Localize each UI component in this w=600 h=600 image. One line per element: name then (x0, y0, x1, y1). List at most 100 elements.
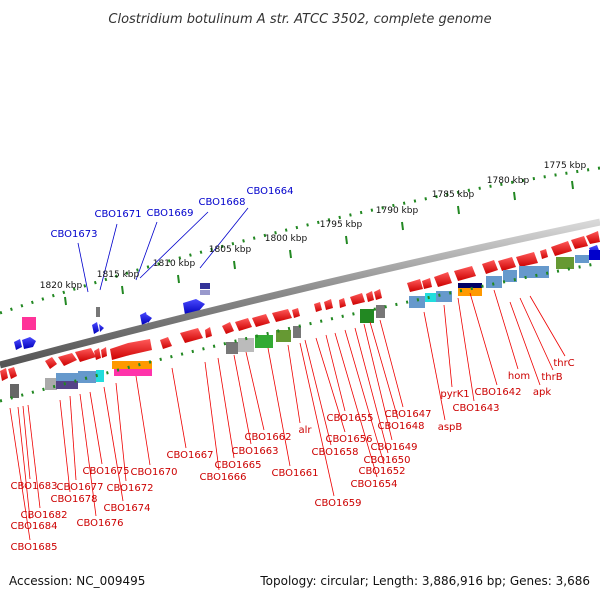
scale-ring (0, 166, 600, 315)
leader-line (334, 332, 378, 478)
scale-tick (457, 205, 460, 215)
gene-label[interactable]: CBO1669 (147, 208, 194, 219)
gene-label[interactable]: apk (533, 387, 551, 398)
gene-feature (551, 241, 572, 256)
gene-feature (22, 337, 36, 349)
gene-label[interactable]: CBO1668 (199, 197, 246, 208)
gene-label[interactable]: CBO1685 (11, 542, 58, 553)
gene-feature (454, 266, 476, 281)
leader-line (509, 301, 541, 386)
domain-box (276, 330, 291, 342)
leader-line (315, 337, 346, 433)
leader-line (344, 329, 385, 465)
gene-label[interactable]: CBO1672 (107, 483, 154, 494)
gene-feature (366, 291, 374, 302)
gene-label[interactable]: CBO1683 (11, 481, 58, 492)
gene-label[interactable]: CBO1664 (247, 186, 294, 197)
gene-feature (339, 298, 346, 308)
gene-label[interactable]: thrC (553, 358, 574, 369)
leader-line (287, 344, 301, 424)
gene-label[interactable]: CBO1643 (453, 403, 500, 414)
domain-box (255, 335, 273, 348)
gene-label[interactable]: CBO1678 (51, 494, 98, 505)
gene-feature (350, 293, 365, 305)
gene-label[interactable]: CBO1655 (327, 413, 374, 424)
gene-feature (324, 299, 333, 310)
gene-label[interactable]: CBO1677 (57, 482, 104, 493)
gene-feature (0, 368, 8, 381)
leader-line (135, 375, 151, 466)
gene-label[interactable]: CBO1661 (272, 468, 319, 479)
leader-line (379, 319, 404, 408)
scale-tick (345, 235, 348, 245)
gene-feature (183, 299, 205, 315)
gene-label[interactable]: CBO1647 (385, 409, 432, 420)
domain-box (293, 326, 301, 338)
gene-feature (571, 236, 588, 249)
gene-feature (96, 307, 100, 317)
gene-feature (180, 328, 203, 343)
scale-tick (64, 296, 67, 306)
domain-box (360, 309, 374, 323)
domain-box (556, 257, 574, 269)
gene-label[interactable]: CBO1658 (312, 447, 359, 458)
gene-label[interactable]: CBO1667 (167, 450, 214, 461)
gene-feature (222, 322, 234, 334)
leader-line (299, 342, 335, 497)
gene-label[interactable]: pyrK1 (440, 389, 469, 400)
gene-label[interactable]: CBO1652 (359, 466, 406, 477)
scale-tick-label: 1795 kbp (320, 220, 363, 230)
domain-box (575, 255, 589, 263)
gene-label[interactable]: hom (508, 371, 530, 382)
leader-line (135, 221, 158, 281)
gene-label[interactable]: CBO1682 (21, 510, 68, 521)
scale-tick (177, 274, 180, 284)
gene-label[interactable]: CBO1673 (51, 229, 98, 240)
gene-label[interactable]: thrB (541, 372, 562, 383)
domain-box (56, 373, 80, 381)
scale-tick-label: 1780 kbp (487, 176, 530, 186)
domain-box (114, 369, 152, 376)
gene-feature (92, 322, 99, 334)
leader-line (99, 223, 118, 291)
gene-label[interactable]: CBO1675 (83, 466, 130, 477)
gene-label[interactable]: CBO1666 (200, 472, 247, 483)
leader-line (267, 347, 291, 467)
gene-feature (292, 308, 300, 318)
gene-label[interactable]: CBO1649 (371, 442, 418, 453)
gene-label[interactable]: CBO1684 (11, 521, 58, 532)
gene-label[interactable]: CBO1663 (232, 446, 279, 457)
scale-tick (233, 260, 236, 270)
gene-label[interactable]: CBO1676 (77, 518, 124, 529)
leader-line (519, 297, 554, 371)
gene-label[interactable]: CBO1656 (326, 434, 373, 445)
gene-label[interactable]: CBO1642 (475, 387, 522, 398)
domain-box (486, 276, 502, 288)
gene-label[interactable]: CBO1674 (104, 503, 151, 514)
leader-line (59, 399, 71, 493)
domain-box (458, 283, 482, 288)
leader-line (9, 407, 31, 541)
domain-box (78, 371, 96, 383)
gene-label[interactable]: CBO1665 (215, 460, 262, 471)
gene-feature (101, 347, 107, 358)
gene-label[interactable]: CBO1670 (131, 467, 178, 478)
gene-label[interactable]: CBO1662 (245, 432, 292, 443)
gene-feature (434, 272, 452, 287)
gene-label[interactable]: CBO1648 (378, 421, 425, 432)
gene-label[interactable]: CBO1650 (364, 455, 411, 466)
gene-feature (586, 231, 600, 244)
leader-line (354, 327, 389, 454)
gene-label[interactable]: alr (298, 425, 312, 436)
map-title: Clostridium botulinum A str. ATCC 3502, … (108, 12, 491, 27)
gene-label[interactable]: CBO1671 (95, 209, 142, 220)
gene-label[interactable]: aspB (438, 422, 463, 433)
domain-box (45, 378, 57, 390)
domain-box (56, 381, 78, 389)
gene-label[interactable]: CBO1659 (315, 498, 362, 509)
gene-label[interactable]: CBO1654 (351, 479, 398, 490)
scale-tick-label: 1815 kbp (97, 270, 140, 280)
gene-feature (8, 367, 17, 379)
leader-line (139, 211, 209, 279)
